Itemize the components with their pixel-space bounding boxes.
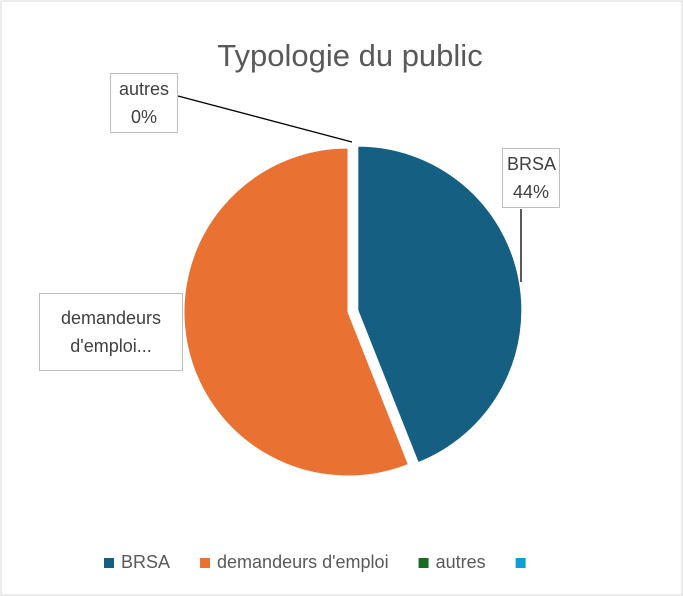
pie-slice [357,145,523,464]
label-name: autres [118,79,170,99]
label-value: 44% [512,182,550,202]
label-name: demandeurs d'emploi... [60,308,162,356]
chart-title: Typologie du public [217,38,482,73]
legend-swatch [515,558,526,568]
data-label: BRSA 44% [502,148,560,208]
legend-label: autres [436,552,486,572]
legend-label: BRSA [121,552,170,572]
legend-swatch [104,558,114,568]
legend-label: demandeurs d'emploi [217,552,389,572]
label-name: BRSA [507,154,557,174]
pie-slice [183,147,410,477]
data-label: autres 0% [110,73,178,133]
data-label: demandeurs d'emploi... [39,293,183,371]
legend-swatch [418,558,429,568]
legend-swatch [200,558,211,568]
leader-line [177,95,353,143]
label-value: 0% [130,107,157,127]
